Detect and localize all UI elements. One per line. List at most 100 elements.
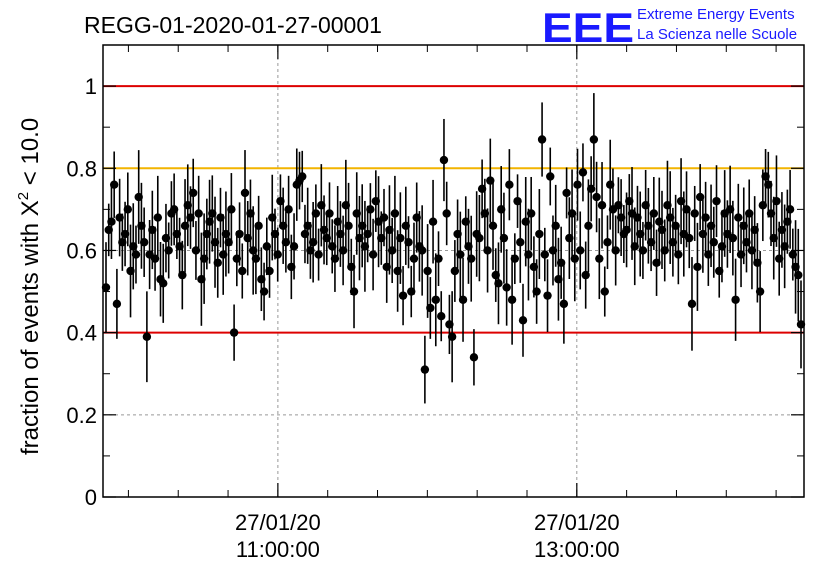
data-point [139,238,149,247]
data-point [131,250,141,259]
data-point [344,221,353,230]
y-axis-label-sup: 2 [15,192,32,200]
data-point [551,221,560,230]
x-tick-label-date: 27/01/20 [534,510,620,535]
logo-line-1: Extreme Energy Events [637,6,795,23]
data-point [543,291,552,300]
data-point [687,299,697,309]
data-point [398,291,408,300]
data-point [597,201,607,210]
data-point [314,250,323,259]
data-point [396,233,405,243]
data-point [649,209,659,218]
data-point [502,283,511,292]
data-point [589,135,599,144]
data-point [437,312,446,321]
data-point [366,205,375,214]
data-point [709,238,718,247]
data-point [251,254,261,263]
data-point [434,254,443,263]
data-point [576,246,585,255]
data-points [101,93,806,404]
data-point [227,205,236,214]
data-point [562,188,571,198]
y-tick-label: 0 [85,485,97,510]
data-point [586,184,596,194]
x-tick-label-date: 27/01/20 [235,510,321,535]
y-tick-label: 0.8 [66,156,97,181]
data-point [505,180,514,189]
y-tick-label: 0.4 [66,321,97,346]
data-point [368,250,378,259]
data-point [794,270,803,280]
data-point [428,217,438,226]
data-point [194,209,203,218]
data-point [123,205,133,214]
data-point [238,266,247,276]
data-point [178,270,187,280]
data-point [499,233,509,243]
data-point [559,299,569,309]
data-point [510,254,520,263]
data-point [755,287,765,296]
data-point [142,332,152,341]
data-point [289,242,299,251]
y-axis-label-suffix: < 10.0 [17,118,44,192]
data-point [573,180,582,189]
data-point [603,238,612,247]
eee-logo: EEE Extreme Energy Events La Scienza nel… [542,4,797,51]
y-axis-label: fraction of events with X2 < 10.0 [15,118,44,455]
data-point [213,258,222,267]
data-point [409,254,419,263]
data-point [578,168,588,177]
data-point [728,233,738,243]
data-point [311,209,321,218]
data-point [600,287,609,296]
data-point [475,233,484,243]
data-point [524,250,533,259]
data-point [153,213,162,222]
data-point [107,217,116,226]
data-point [229,328,239,337]
data-point [537,135,547,144]
x-tick-label-time: 11:00:00 [236,537,320,562]
data-point [540,250,550,259]
data-point [638,246,648,255]
data-point [535,229,544,239]
y-tick-label: 0.2 [66,403,97,428]
data-point [685,233,694,243]
data-point [712,196,721,206]
data-point [532,287,541,296]
data-point [546,172,555,181]
reference-lines [103,85,804,334]
data-point [349,287,359,296]
data-point [592,192,601,202]
data-point [785,205,795,214]
data-point [390,209,400,218]
data-point [450,266,460,276]
data-point [265,266,274,276]
data-point [325,209,334,218]
data-point [674,250,683,259]
plot-frame [102,44,805,498]
data-point [254,221,263,230]
data-point [467,254,476,263]
data-point [731,295,740,304]
data-point [516,238,525,247]
data-point [417,246,427,255]
data-point [101,283,111,292]
y-tick-label: 1 [85,74,97,99]
data-point [456,250,465,259]
y-tick-label: 0.6 [66,238,97,263]
data-point [772,196,781,206]
data-point [584,221,593,230]
data-point [439,155,449,165]
data-point [458,295,468,304]
data-point [611,246,620,255]
data-point [235,229,244,239]
data-point [423,266,432,276]
data-point [404,238,413,247]
data-point [581,270,590,280]
data-point [189,188,198,198]
